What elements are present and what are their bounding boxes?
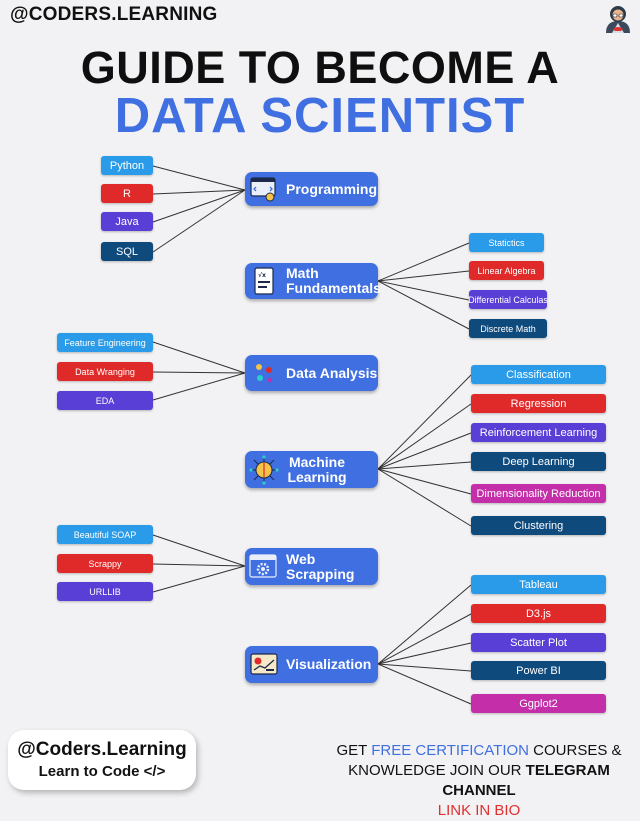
footer-tagline: Learn to Code </> (38, 763, 166, 780)
chip-linear-algebra: Linear Algebra (469, 261, 544, 280)
chip-scatter-plot: Scatter Plot (471, 633, 606, 652)
svg-text:√x: √x (258, 272, 266, 279)
chip-discrete-math: Discrete Math (469, 319, 547, 338)
hub-visualization: Visualization (245, 646, 378, 683)
chip-eda: EDA (57, 391, 153, 410)
chip-beautiful-soap: Beautiful SOAP (57, 525, 153, 544)
chip-classification: Classification (471, 365, 606, 384)
chip-feature-engineering: Feature Engineering (57, 333, 153, 352)
formula-sheet-icon: √x (249, 266, 279, 296)
chip-scrappy: Scrappy (57, 554, 153, 573)
chip-deep-learning: Deep Learning (471, 452, 606, 471)
chip-data-wrangling: Data Wranging (57, 362, 153, 381)
chip-regression: Regression (471, 394, 606, 413)
hub-programming: Programming (245, 172, 378, 206)
chip-sql: SQL (101, 242, 153, 261)
chip-reinforcement-learning: Reinforcement Learning (471, 423, 606, 442)
brand-handle: @CODERS.LEARNING (10, 4, 218, 25)
footer-promo-text: GET FREE CERTIFICATION COURSES & KNOWLED… (336, 742, 622, 819)
chip-dimensionality-reduction: Dimensionality Reduction (471, 484, 606, 503)
connector-lines (152, 165, 472, 705)
hub-web-scrapping: Web Scrapping (245, 548, 378, 585)
link-in-bio[interactable]: LINK IN BIO (437, 802, 521, 819)
chip-ggplot2: Ggplot2 (471, 694, 606, 713)
hub-machine-learning: Machine Learning (245, 451, 378, 488)
chip-clustering: Clustering (471, 516, 606, 535)
page-title-line1: GUIDE TO BECOME A (80, 42, 560, 93)
brain-network-icon (249, 454, 279, 485)
chip-statistics: Statictics (469, 233, 544, 252)
chip-d3js: D3.js (471, 604, 606, 623)
dots-analysis-icon (249, 358, 279, 388)
chip-power-bi: Power BI (471, 661, 606, 680)
code-window-icon (249, 174, 279, 204)
footer-brand-card: @Coders.Learning Learn to Code </> (8, 730, 196, 790)
chip-r: R (101, 184, 153, 203)
chip-tableau: Tableau (471, 575, 606, 594)
chip-urllib: URLLIB (57, 582, 153, 601)
chip-java: Java (101, 212, 153, 231)
footer-handle: @Coders.Learning (17, 739, 187, 760)
avatar-icon (606, 6, 630, 33)
web-gear-icon (249, 552, 279, 582)
chip-python: Python (101, 156, 153, 175)
hub-data-analysis: Data Analysis (245, 355, 378, 391)
page-title-line2: DATA SCIENTIST (114, 89, 526, 143)
chip-differential-calculus: Differential Calculas (468, 290, 548, 309)
chart-board-icon (249, 650, 279, 680)
hub-math-fundamentals: √x Math Fundamentals (245, 263, 381, 299)
